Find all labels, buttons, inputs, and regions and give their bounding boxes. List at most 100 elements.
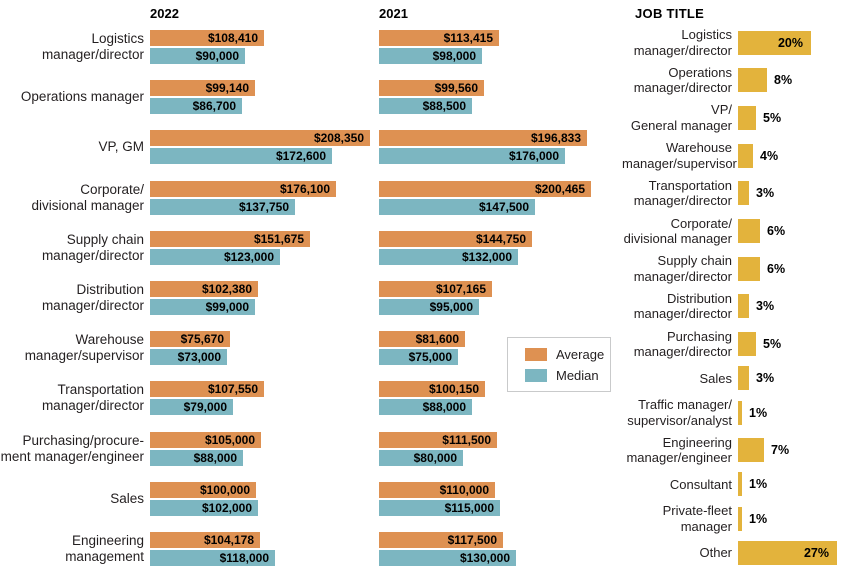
median-bar-2021: $132,000 (379, 248, 518, 265)
job-title-label: Corporate/ divisional manager (623, 215, 732, 247)
average-bar-2022: $105,000 (150, 431, 261, 448)
job-title-header: JOB TITLE (635, 6, 705, 21)
legend-average-label: Average (556, 346, 605, 362)
bar-group-2022: $102,380 $99,000 (150, 280, 379, 315)
value-label: $137,750 (238, 199, 289, 214)
value-label: $104,178 (203, 532, 254, 547)
average-bar-2022: $108,410 (150, 30, 264, 46)
job-title-row: Warehouse manager/supervisor 4% (622, 140, 854, 171)
average-bar-2021: $111,500 (379, 431, 497, 448)
job-share-bar (738, 256, 760, 281)
bar-group-2022: $208,350 $172,600 (150, 130, 379, 165)
percent-label: 1% (749, 405, 768, 420)
category-label: Transportation manager/director (41, 382, 144, 414)
value-label: $99,140 (205, 81, 249, 96)
job-title-row: Logistics manager/director 20% (622, 27, 854, 58)
value-label: $130,000 (459, 550, 510, 565)
percent-label: 5% (763, 110, 782, 125)
job-share-bar (738, 68, 767, 93)
value-label: $176,000 (508, 149, 559, 164)
median-bar-2022: $118,000 (150, 549, 275, 566)
value-label: $88,000 (422, 400, 466, 415)
bar-group-2021: $81,600 $75,000 (379, 331, 608, 366)
average-bar-2021: $200,465 (379, 180, 591, 197)
average-bar-2022: $176,100 (150, 180, 336, 197)
value-label: $151,675 (253, 231, 304, 246)
value-label: $147,500 (478, 199, 529, 214)
bar-group-2022: $99,140 $86,700 (150, 80, 379, 115)
job-title-row: Purchasing manager/director 5% (622, 329, 854, 360)
average-bar-2022: $102,380 (150, 280, 258, 297)
bar-group-2021: $113,415 $98,000 (379, 30, 608, 64)
legend: Average Median (507, 337, 611, 392)
average-bar-2022: $104,178 (150, 531, 260, 548)
median-bar-2022: $123,000 (150, 248, 280, 265)
bar-group-2022: $104,178 $118,000 (150, 531, 379, 566)
average-bar-2022: $107,550 (150, 381, 264, 398)
value-label: $99,560 (434, 81, 478, 96)
job-title-row: Other 27% (622, 540, 854, 565)
legend-median-label: Median (556, 367, 599, 383)
value-label: $98,000 (432, 49, 476, 63)
median-bar-2022: $86,700 (150, 98, 242, 115)
job-title-row: Corporate/ divisional manager 6% (622, 216, 854, 247)
category-label: Operations manager (20, 89, 144, 105)
median-bar-2022: $88,000 (150, 449, 243, 466)
job-share-bar: 20% (738, 30, 811, 55)
average-bar-2022: $208,350 (150, 130, 370, 147)
percent-label: 4% (760, 148, 779, 163)
percent-label: 3% (756, 299, 775, 314)
bar-group-2022: $105,000 $88,000 (150, 431, 379, 466)
salary-row: Supply chain manager/director $151,675 $12… (0, 230, 608, 265)
median-bar-2021: $75,000 (379, 349, 458, 366)
average-bar-2021: $196,833 (379, 130, 587, 147)
column-header-2022: 2022 (150, 6, 179, 21)
salary-row: Transportation manager/director $107,550 $… (0, 381, 608, 416)
job-title-label: Consultant (669, 476, 732, 492)
bar-group-2022: $100,000 $102,000 (150, 481, 379, 516)
value-label: $123,000 (223, 249, 274, 264)
value-label: $81,600 (415, 332, 459, 347)
bar-group-2021: $99,560 $88,500 (379, 80, 608, 115)
job-share-bar (738, 472, 742, 497)
job-title-row: Consultant 1% (622, 472, 854, 497)
median-bar-2021: $98,000 (379, 48, 482, 64)
value-label: $79,000 (183, 400, 227, 415)
percent-label: 6% (767, 224, 786, 239)
bar-group-2021: $144,750 $132,000 (379, 230, 608, 265)
job-title-row: Private-fleet manager 1% (622, 503, 854, 534)
value-label: $107,165 (435, 281, 486, 296)
job-share-bar (738, 400, 742, 425)
bar-group-2022: $108,410 $90,000 (150, 30, 379, 64)
category-label: Purchasing/procure- ment manager/enginee… (0, 432, 144, 464)
average-bar-2021: $144,750 (379, 230, 532, 247)
job-title-label: Logistics manager/director (633, 27, 732, 58)
median-bar-2021: $130,000 (379, 549, 516, 566)
median-bar-2021: $176,000 (379, 148, 565, 165)
job-title-label: Purchasing manager/director (633, 328, 732, 360)
job-share-bar (738, 506, 742, 531)
value-label: $88,000 (193, 450, 237, 465)
median-bar-2022: $90,000 (150, 48, 245, 64)
average-bar-2022: $151,675 (150, 230, 310, 247)
percent-label: 7% (771, 443, 790, 458)
job-title-row: Supply chain manager/director 6% (622, 253, 854, 284)
percent-label: 27% (803, 545, 829, 560)
job-title-label: Sales (699, 370, 732, 386)
value-label: $208,350 (313, 131, 364, 146)
average-bar-2021: $99,560 (379, 80, 484, 97)
median-bar-2022: $172,600 (150, 148, 332, 165)
average-bar-2022: $75,670 (150, 331, 230, 348)
job-title-label: VP/ General manager (630, 102, 732, 133)
average-color-swatch (525, 347, 547, 361)
average-bar-2021: $100,150 (379, 381, 485, 398)
salary-row: Sales $100,000 $102,000 $110,000 $115,000 (0, 481, 608, 516)
category-label: Distribution manager/director (41, 281, 144, 313)
value-label: $99,000 (205, 299, 249, 314)
percent-label: 6% (767, 261, 786, 276)
median-bar-2021: $95,000 (379, 298, 479, 315)
percent-label: 3% (756, 371, 775, 386)
median-bar-2021: $115,000 (379, 499, 500, 516)
value-label: $80,000 (413, 450, 457, 465)
bar-group-2021: $100,150 $88,000 (379, 381, 608, 416)
